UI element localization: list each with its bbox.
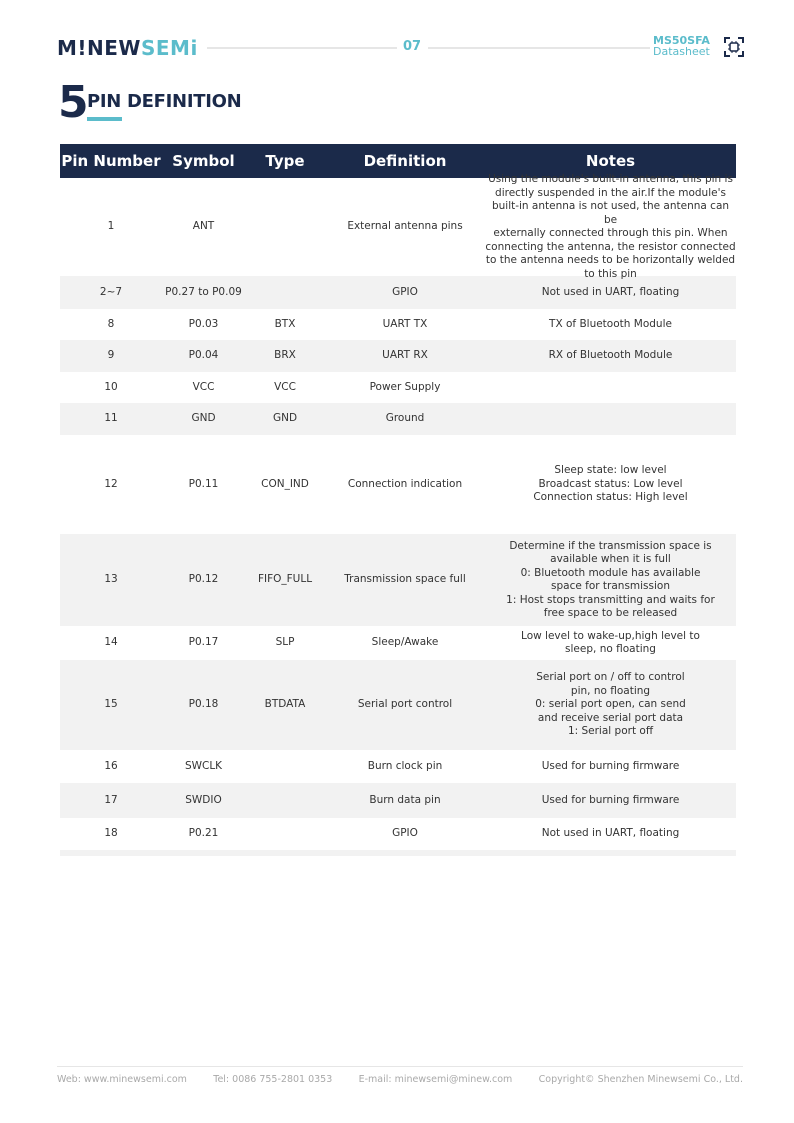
table-row: 12 P0.11 CON_IND Connection indication Sleep…	[60, 435, 736, 534]
cell-definition: GPIO	[392, 285, 418, 298]
page-number: 07	[403, 39, 422, 54]
section-number: 5	[58, 77, 89, 128]
table-row: 10 VCC VCC Power Supply	[60, 372, 736, 403]
cell-notes: Used for burning firmware	[541, 793, 680, 806]
header-divider	[428, 47, 650, 49]
table-row: 1 ANT External antenna pins Using the modul…	[60, 173, 736, 280]
cell-symbol: SWCLK	[184, 759, 223, 772]
cell-definition: GPIO	[392, 827, 418, 840]
cell-definition: Burn clock pin	[367, 759, 443, 772]
cell-pin: 16	[104, 759, 118, 772]
table-row: 11 GND GND Ground	[60, 403, 736, 435]
cell-pin: 18	[104, 827, 118, 840]
cell-symbol: P0.12	[188, 573, 219, 586]
cell-type: FIFO_FULL	[257, 573, 313, 586]
table-row: 17 SWDIO Burn data pin Used for burning fir…	[60, 783, 736, 818]
cell-symbol: P0.17	[188, 636, 219, 649]
cell-notes: RX of Bluetooth Module	[548, 349, 673, 362]
table-row: 18 P0.21 GPIO Not used in UART, floating	[60, 818, 736, 850]
footer: Web: www.minewsemi.com Tel: 0086 755-280…	[57, 1074, 743, 1085]
cell-symbol: GND	[191, 412, 216, 425]
cell-pin: 10	[104, 380, 118, 393]
cell-symbol: P0.11	[188, 477, 219, 490]
cell-pin: 15	[104, 698, 118, 711]
cell-type: GND	[272, 412, 298, 425]
table-row: 16 SWCLK Burn clock pin Used for burning fi…	[60, 750, 736, 783]
cell-pin: 2~7	[99, 285, 123, 298]
cell-type: SLP	[275, 636, 295, 649]
footer-email: E-mail: minewsemi@minew.com	[358, 1074, 513, 1085]
cell-symbol: P0.04	[188, 349, 219, 362]
cell-definition: Ground	[385, 412, 425, 425]
cell-symbol: P0.27 to P0.09	[165, 285, 242, 298]
table-header: Pin Number Symbol Type Definition Notes	[60, 144, 736, 178]
cell-definition: Power Supply	[369, 380, 441, 393]
table-row: 13 P0.12 FIFO_FULL Transmission space full D…	[60, 534, 736, 626]
table-row: 14 P0.17 SLP Sleep/Awake Low level to wake-u…	[60, 626, 736, 660]
cell-definition: External antenna pins	[347, 220, 463, 233]
cell-notes: Using the module's built-in antenna, thi…	[485, 173, 736, 280]
table-row: 15 P0.18 BTDATA Serial port control Serial p…	[60, 660, 736, 750]
cell-notes: Serial port on / off to control pin, no …	[535, 671, 686, 738]
table-row: 2~7 P0.27 to P0.09 GPIO Not used in UART, f…	[60, 276, 736, 309]
chip-icon	[724, 37, 744, 57]
cell-symbol: P0.03	[188, 317, 219, 330]
cell-notes: Determine if the transmission space is a…	[506, 539, 715, 620]
minewsemi-logo: M!NEWSEMi	[57, 36, 198, 60]
cell-symbol: P0.21	[188, 827, 219, 840]
header-divider	[207, 47, 397, 49]
cell-pin: 8	[107, 317, 115, 330]
cell-notes: Not used in UART, floating	[541, 827, 680, 840]
footer-copyright: Copyright© Shenzhen Minewsemi Co., Ltd.	[538, 1074, 743, 1085]
cell-pin: 17	[104, 793, 118, 806]
cell-pin: 12	[104, 477, 118, 490]
cell-definition: Serial port control	[357, 698, 453, 711]
column-header: Symbol	[172, 152, 235, 170]
cell-definition: UART TX	[382, 317, 428, 330]
cell-definition: Sleep/Awake	[371, 636, 439, 649]
cell-notes: Low level to wake-up,high level to sleep…	[521, 629, 700, 656]
column-header: Definition	[363, 152, 447, 170]
section-title: PIN DEFINITION	[87, 91, 242, 112]
cell-notes: TX of Bluetooth Module	[549, 317, 672, 330]
cell-pin: 13	[104, 573, 118, 586]
cell-pin: 11	[104, 412, 118, 425]
table-row: 9 P0.04 BRX UART RX RX of Bluetooth Module	[60, 340, 736, 372]
cell-notes: Used for burning firmware	[541, 759, 680, 772]
cell-symbol: SWDIO	[185, 793, 222, 806]
column-header: Pin Number	[61, 152, 161, 170]
footer-divider	[57, 1066, 743, 1067]
cell-pin: 1	[107, 220, 115, 233]
table-row: 8 P0.03 BTX UART TX TX of Bluetooth Module	[60, 309, 736, 340]
cell-type: VCC	[274, 380, 296, 393]
cell-symbol: P0.18	[188, 698, 219, 711]
product-label: MS50SFA Datasheet	[653, 34, 710, 58]
cell-notes: Sleep state: low level Broadcast status:…	[533, 464, 688, 504]
cell-type: BRX	[274, 349, 296, 362]
cell-definition: UART RX	[382, 349, 428, 362]
cell-type: CON_IND	[261, 477, 309, 490]
cell-definition: Transmission space full	[344, 573, 466, 586]
cell-pin: 14	[104, 636, 118, 649]
table-end-strip	[60, 850, 736, 856]
cell-type: BTDATA	[264, 698, 306, 711]
cell-symbol: VCC	[192, 380, 215, 393]
cell-definition: Connection indication	[347, 477, 463, 490]
table-body: 1 ANT External antenna pins Using the modul…	[60, 173, 736, 850]
footer-tel: Tel: 0086 755-2801 0353	[213, 1074, 333, 1085]
pin-definition-table: Pin Number Symbol Type Definition Notes …	[60, 144, 736, 856]
column-header: Notes	[585, 152, 636, 170]
cell-notes: Not used in UART, floating	[541, 285, 680, 298]
cell-pin: 9	[107, 349, 115, 362]
column-header: Type	[265, 152, 305, 170]
section-underline	[87, 117, 122, 121]
footer-web: Web: www.minewsemi.com	[57, 1074, 187, 1085]
cell-definition: Burn data pin	[369, 793, 441, 806]
cell-symbol: ANT	[192, 220, 215, 233]
cell-type: BTX	[274, 317, 296, 330]
